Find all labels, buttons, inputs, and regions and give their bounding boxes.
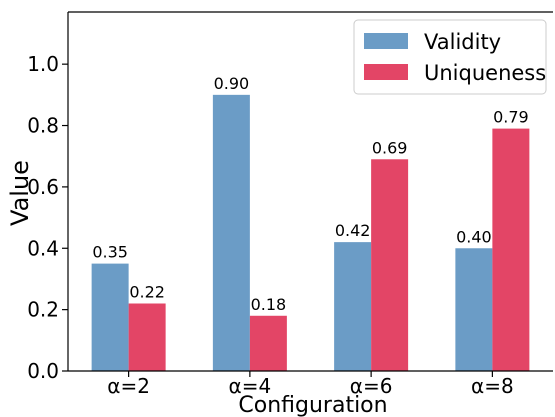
bar-validity-2 [212, 94, 250, 371]
legend-swatch-uniqueness [364, 64, 408, 80]
x-tick-label: α=6 [350, 374, 393, 398]
data-label-uniqueness-1: 0.22 [129, 282, 165, 301]
data-label-uniqueness-3: 0.69 [372, 138, 408, 157]
bar-uniqueness-3 [371, 159, 409, 371]
data-label-validity-4: 0.40 [456, 227, 492, 246]
bar-uniqueness-4 [492, 128, 530, 371]
x-tick-label: α=8 [471, 374, 514, 398]
y-ticks: 0.0 0.2 0.4 0.6 0.8 1.0 [27, 52, 68, 383]
data-label-validity-2: 0.90 [214, 74, 250, 93]
x-ticks: α=2 α=4 α=6 α=8 [107, 371, 514, 398]
y-tick-label: 0.0 [27, 359, 59, 383]
data-label-uniqueness-2: 0.18 [251, 295, 287, 314]
bar-uniqueness-1 [128, 303, 166, 371]
bar-validity-1 [91, 263, 129, 371]
y-tick-label: 0.6 [27, 175, 59, 199]
bar-validity-4 [455, 248, 493, 371]
bar-validity-3 [334, 242, 372, 371]
y-tick-label: 1.0 [27, 52, 59, 76]
x-tick-label: α=2 [107, 374, 150, 398]
y-tick-label: 0.2 [27, 298, 59, 322]
legend-label-uniqueness: Uniqueness [424, 61, 546, 85]
y-tick-label: 0.4 [27, 236, 59, 260]
bars-layer [91, 94, 530, 371]
legend-swatch-validity [364, 33, 408, 49]
legend-label-validity: Validity [424, 30, 501, 54]
data-labels-layer: 0.35 0.22 0.90 0.18 0.42 0.69 0.40 0.79 [92, 74, 528, 314]
data-label-uniqueness-4: 0.79 [493, 108, 529, 127]
x-axis-label: Configuration [238, 393, 387, 417]
bar-uniqueness-2 [249, 315, 287, 371]
x-tick-label: α=4 [229, 374, 272, 398]
data-label-validity-1: 0.35 [92, 243, 128, 262]
axes [67, 11, 553, 372]
y-axis-label: Value [6, 160, 34, 226]
y-tick-label: 0.8 [27, 114, 59, 138]
data-label-validity-3: 0.42 [335, 221, 371, 240]
legend: Validity Uniqueness [353, 19, 547, 95]
